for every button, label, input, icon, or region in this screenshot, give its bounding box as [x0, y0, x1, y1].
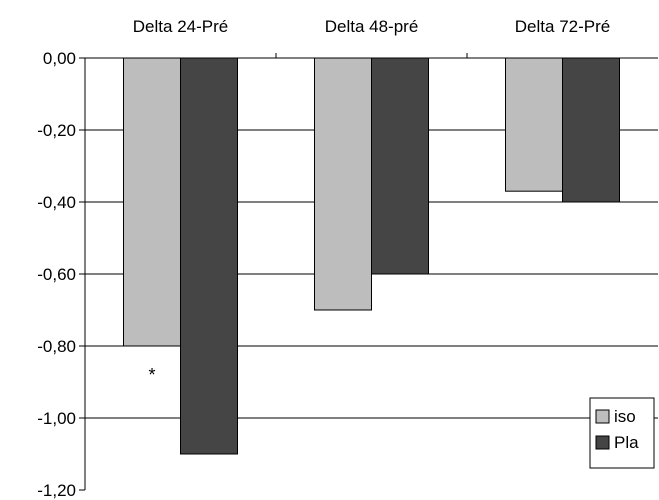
- category-label: Delta 24-Pré: [133, 17, 228, 36]
- bar-iso-1: [123, 57, 181, 347]
- y-tick-label: -0,40: [37, 193, 76, 212]
- bar-pla-1: [180, 57, 238, 455]
- y-tick-label: -0,80: [37, 337, 76, 356]
- category-label: Delta 48-pré: [325, 17, 419, 36]
- legend-label-iso: iso: [614, 407, 636, 426]
- bar-pla-2: [371, 57, 429, 275]
- category-label: Delta 72-Pré: [515, 17, 610, 36]
- legend-swatch-iso: [595, 409, 610, 424]
- legend-label-pla: Pla: [614, 433, 639, 452]
- bar-iso-3: [505, 57, 563, 192]
- legend: iso Pla: [589, 397, 655, 469]
- category-labels: Delta 24-Pré Delta 48-pré Delta 72-Pré: [133, 17, 610, 36]
- y-tick-label: -0,20: [37, 121, 76, 140]
- y-tick-label: -0,60: [37, 265, 76, 284]
- significance-asterisk: *: [148, 365, 155, 385]
- y-tick-label: -1,00: [37, 409, 76, 428]
- bar-pla-3: [562, 57, 620, 203]
- legend-swatch-pla: [595, 435, 610, 450]
- bar-iso-2: [314, 57, 372, 311]
- y-tick-label: -1,20: [37, 481, 76, 500]
- y-axis: 0,00 -0,20 -0,40 -0,60 -0,80 -1,00 -1,20: [37, 49, 86, 500]
- bars: [123, 57, 620, 455]
- y-tick-label: 0,00: [43, 49, 76, 68]
- annotations: *: [148, 365, 155, 385]
